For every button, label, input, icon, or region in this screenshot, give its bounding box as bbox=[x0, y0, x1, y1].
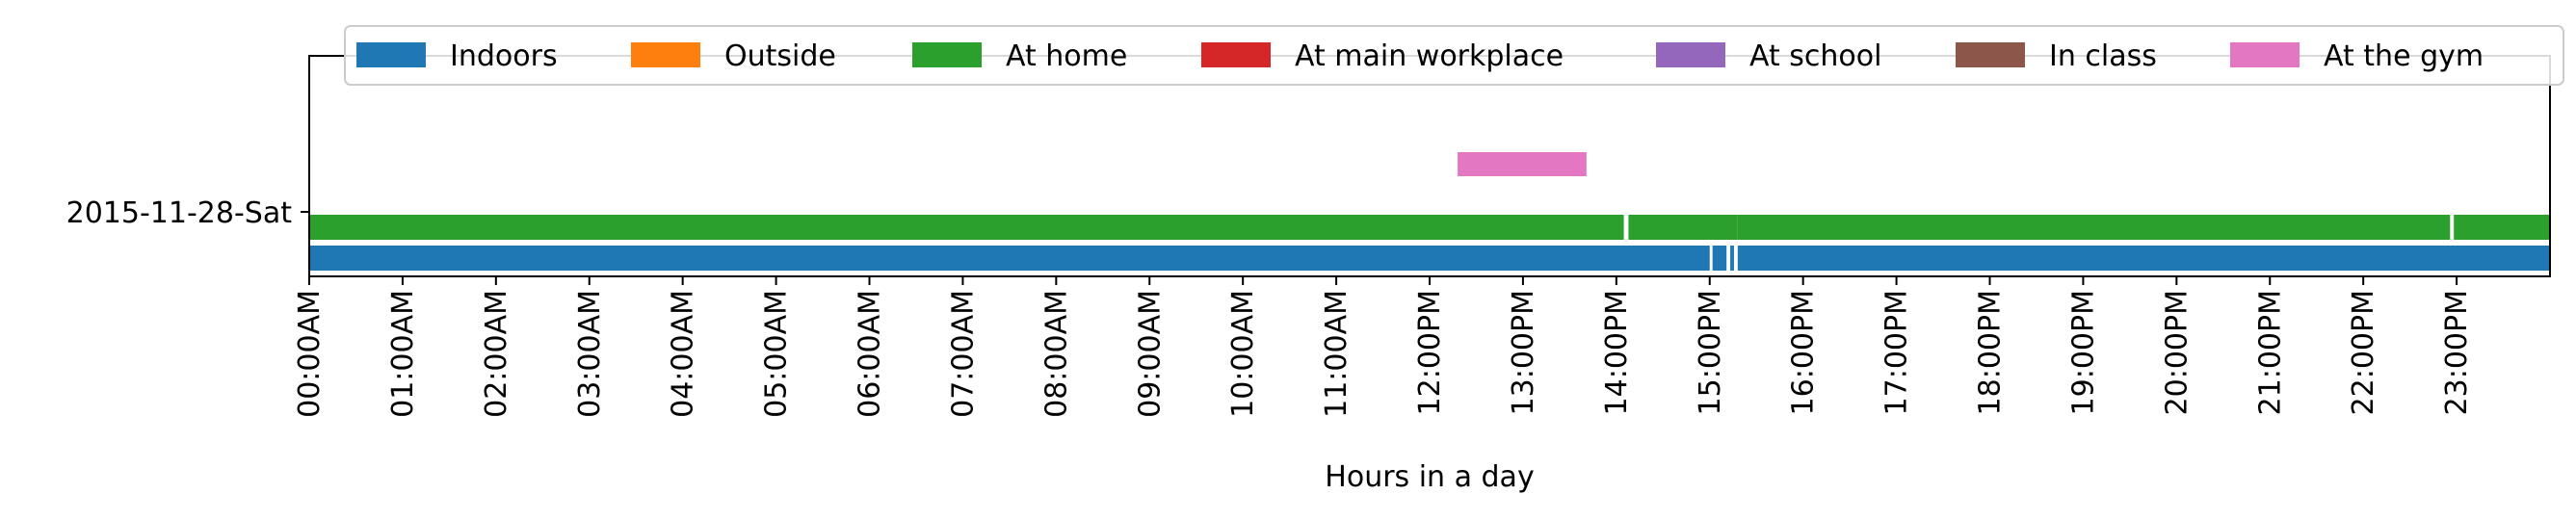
legend-label: At school bbox=[1749, 39, 1881, 73]
x-tick-label-10: 10:00AM bbox=[1226, 290, 1260, 418]
x-tick-label-9: 09:00AM bbox=[1133, 290, 1167, 418]
x-tick-label-2: 02:00AM bbox=[480, 290, 513, 418]
x-tick-label-3: 03:00AM bbox=[573, 290, 607, 418]
legend-label: At the gym bbox=[2324, 39, 2484, 73]
legend-swatch bbox=[356, 42, 426, 67]
legend-entry-in-class: In class bbox=[1956, 39, 2157, 73]
legend-swatch bbox=[1201, 42, 1271, 67]
x-tick-label-8: 08:00AM bbox=[1039, 290, 1073, 418]
y-tick-label-day: 2015-11-28-Sat bbox=[66, 196, 293, 230]
x-tick-label-1: 01:00AM bbox=[386, 290, 420, 418]
x-tick-label-12: 12:00PM bbox=[1413, 290, 1447, 415]
x-tick-label-20: 20:00PM bbox=[2160, 290, 2194, 415]
x-tick-label-5: 05:00AM bbox=[760, 290, 794, 418]
legend-label: Indoors bbox=[450, 39, 558, 73]
x-tick-label-6: 06:00AM bbox=[854, 290, 887, 418]
legend-entry-at-home: At home bbox=[912, 39, 1127, 73]
x-tick-label-16: 16:00PM bbox=[1787, 290, 1821, 415]
bar-indoors-0 bbox=[309, 246, 1710, 271]
bar-at-home-0 bbox=[309, 215, 1624, 240]
bar-at-home-1 bbox=[1628, 215, 1738, 240]
legend-entry-indoors: Indoors bbox=[356, 39, 558, 73]
legend: Indoors Outside At home At main workplace At… bbox=[344, 25, 2564, 86]
x-tick-label-15: 15:00PM bbox=[1694, 290, 1727, 415]
x-tick-label-22: 22:00PM bbox=[2347, 290, 2380, 415]
y-tick-group: 2015-11-28-Sat bbox=[66, 196, 309, 230]
legend-label: In class bbox=[2049, 39, 2157, 73]
bar-indoors-3 bbox=[1737, 246, 2550, 271]
legend-swatch bbox=[2230, 42, 2300, 67]
bar-indoors-1 bbox=[1712, 246, 1727, 271]
x-tick-label-21: 21:00PM bbox=[2253, 290, 2287, 415]
legend-swatch bbox=[1956, 42, 2025, 67]
x-tick-label-14: 14:00PM bbox=[1600, 290, 1634, 415]
legend-entry-at-school: At school bbox=[1656, 39, 1881, 73]
x-tick-label-11: 11:00AM bbox=[1320, 290, 1354, 418]
legend-label: At home bbox=[1006, 39, 1127, 73]
x-tick-label-23: 23:00PM bbox=[2440, 290, 2474, 415]
legend-label: At main workplace bbox=[1295, 39, 1564, 73]
x-tick-label-4: 04:00AM bbox=[667, 290, 700, 418]
x-axis-label: Hours in a day bbox=[1325, 460, 1534, 494]
bar-at-the-gym-0 bbox=[1458, 152, 1587, 176]
legend-entry-at-the-gym: At the gym bbox=[2230, 39, 2484, 73]
bar-at-home-2 bbox=[1737, 215, 2451, 240]
legend-box bbox=[344, 25, 2564, 86]
x-tick-label-7: 07:00AM bbox=[946, 290, 980, 418]
bars-layer bbox=[309, 152, 2550, 271]
x-ticks: 00:00AM 01:00AM 02:00AM 03:00AM 04:00AM 05:00… bbox=[293, 276, 2474, 418]
legend-swatch bbox=[912, 42, 982, 67]
legend-swatch bbox=[1656, 42, 1725, 67]
bar-at-home-3 bbox=[2454, 215, 2550, 240]
x-tick-label-17: 17:00PM bbox=[1880, 290, 1914, 415]
legend-entry-at-main-workplace: At main workplace bbox=[1201, 39, 1564, 73]
legend-swatch bbox=[631, 42, 700, 67]
x-tick-label-0: 00:00AM bbox=[293, 290, 327, 418]
x-tick-label-13: 13:00PM bbox=[1507, 290, 1540, 415]
legend-entry-outside: Outside bbox=[631, 39, 836, 73]
bar-indoors-2 bbox=[1730, 246, 1734, 271]
x-tick-label-19: 19:00PM bbox=[2066, 290, 2100, 415]
legend-label: Outside bbox=[724, 39, 836, 73]
x-tick-label-18: 18:00PM bbox=[1974, 290, 2008, 415]
